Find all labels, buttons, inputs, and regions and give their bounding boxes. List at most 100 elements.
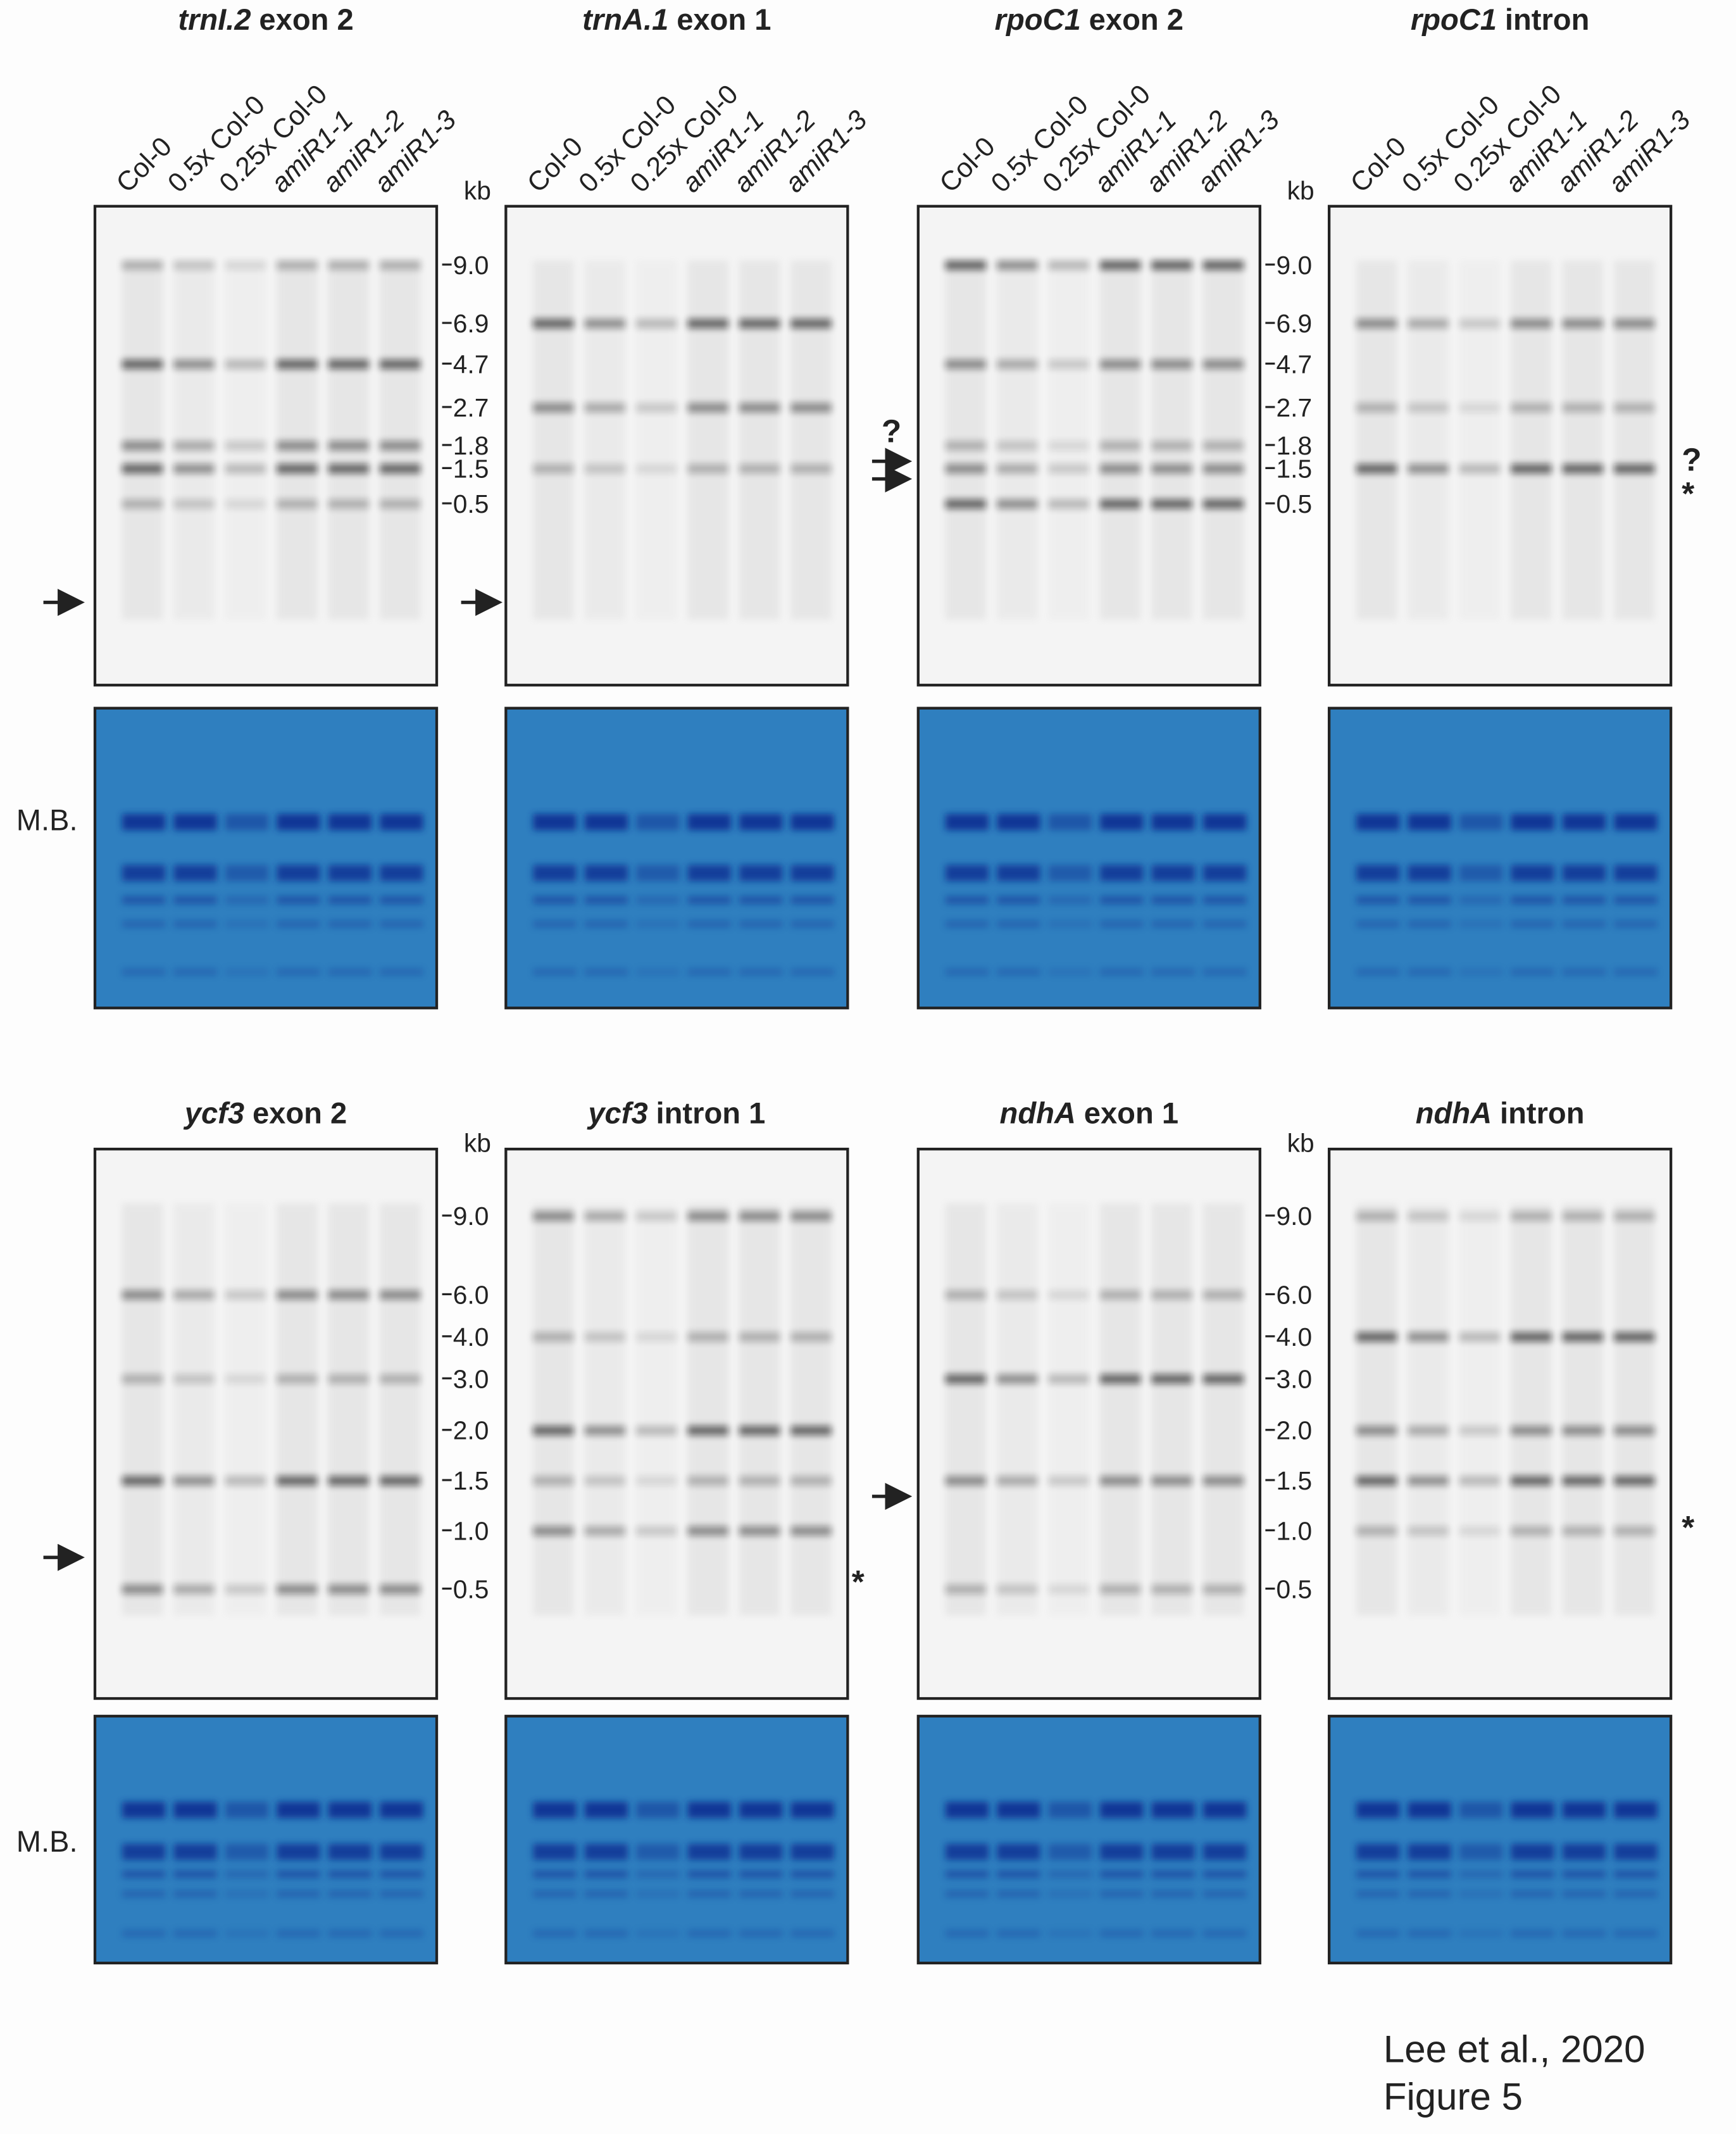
stain-band — [1408, 865, 1451, 882]
stain-band — [1202, 1890, 1247, 1898]
stain-band — [533, 865, 577, 882]
band — [1099, 260, 1141, 270]
band — [1202, 1476, 1244, 1486]
band — [1408, 1526, 1449, 1536]
region: exon 1 — [677, 3, 771, 36]
lane-smear — [739, 260, 780, 620]
band — [328, 1374, 369, 1384]
stain-band — [328, 1890, 372, 1898]
stain-band — [328, 1843, 372, 1861]
band — [380, 499, 421, 509]
gene-name: ycf3 — [184, 1096, 244, 1129]
stain-band — [1562, 1870, 1606, 1878]
stain-band — [1562, 1890, 1606, 1898]
stain-band — [739, 865, 783, 882]
stain-band — [1614, 1890, 1658, 1898]
stain-band — [584, 1930, 628, 1937]
band — [1614, 403, 1655, 413]
stain-band — [173, 1890, 217, 1898]
band — [1511, 1211, 1552, 1221]
stain-band — [122, 1802, 166, 1818]
stain-band — [1356, 1870, 1400, 1878]
band — [997, 1585, 1038, 1595]
band — [687, 403, 728, 413]
stain-band — [1151, 896, 1195, 905]
methylene-blue-stain — [1327, 1714, 1673, 1965]
band — [1202, 260, 1244, 270]
stain-band — [1048, 1870, 1092, 1878]
band — [584, 318, 625, 329]
band — [1408, 403, 1449, 413]
stain-band — [533, 920, 577, 928]
panel-title: trnA.1 exon 1 — [582, 3, 771, 36]
band — [584, 1476, 625, 1486]
stain-band — [173, 896, 217, 905]
stain-band — [584, 1890, 628, 1898]
gene-name: trnA.1 — [582, 3, 668, 36]
band — [1511, 403, 1552, 413]
panel-title: ndhA exon 1 — [1000, 1096, 1179, 1129]
lane-smear — [1408, 1203, 1449, 1616]
panel-title: ycf3 intron 1 — [587, 1096, 765, 1129]
stain-band — [225, 969, 269, 976]
band — [790, 1526, 832, 1536]
lane-smear — [533, 260, 574, 620]
stain-band — [945, 865, 989, 882]
band — [687, 1526, 728, 1536]
gene-name: rpoC1 — [1411, 3, 1497, 36]
band — [997, 441, 1038, 451]
stain-band — [328, 1870, 372, 1878]
region: intron — [1500, 1096, 1584, 1129]
band — [122, 359, 163, 369]
band — [1099, 463, 1141, 474]
lane-smear — [1614, 260, 1655, 620]
stain-band — [1356, 813, 1400, 831]
band — [277, 463, 318, 474]
band — [1151, 359, 1192, 369]
band — [739, 1426, 780, 1436]
methylene-blue-stain — [916, 706, 1261, 1010]
stain-band — [1151, 1890, 1195, 1898]
band — [1614, 463, 1655, 474]
band — [1459, 463, 1501, 474]
stain-band — [1614, 969, 1658, 976]
stain-band — [122, 969, 166, 976]
band — [533, 1476, 574, 1486]
stain-band — [790, 813, 834, 831]
lane-smear — [1562, 260, 1603, 620]
band — [1202, 499, 1244, 509]
panel-title: rpoC1 intron — [1411, 3, 1589, 36]
band — [1048, 1290, 1089, 1300]
stain-band — [687, 1890, 732, 1898]
stain-band — [945, 1890, 989, 1898]
band — [1459, 318, 1501, 329]
band — [533, 1426, 574, 1436]
lane-smear — [1048, 260, 1089, 620]
stain-band — [790, 896, 834, 905]
stain-band — [687, 1870, 732, 1878]
size-unit: kb — [464, 176, 491, 205]
lane-smear — [997, 1203, 1038, 1616]
band — [1202, 1374, 1244, 1384]
band — [687, 1426, 728, 1436]
stain-band — [1408, 896, 1451, 905]
band — [1099, 1476, 1141, 1486]
band — [790, 1211, 832, 1221]
stain-band — [380, 813, 423, 831]
stain-band — [173, 920, 217, 928]
band — [584, 463, 625, 474]
lane-label: Col-0 — [111, 131, 178, 198]
band — [328, 1476, 369, 1486]
band — [225, 1585, 266, 1595]
stain-band — [122, 1930, 166, 1937]
band — [277, 359, 318, 369]
stain-band — [584, 813, 628, 831]
stain-band — [1562, 1930, 1606, 1937]
band — [636, 1332, 677, 1342]
stain-band — [1511, 1843, 1554, 1861]
stain-band — [739, 1890, 783, 1898]
stain-band — [173, 865, 217, 882]
stain-band — [1048, 813, 1092, 831]
stain-band — [1202, 865, 1247, 882]
stain-band — [122, 813, 166, 831]
